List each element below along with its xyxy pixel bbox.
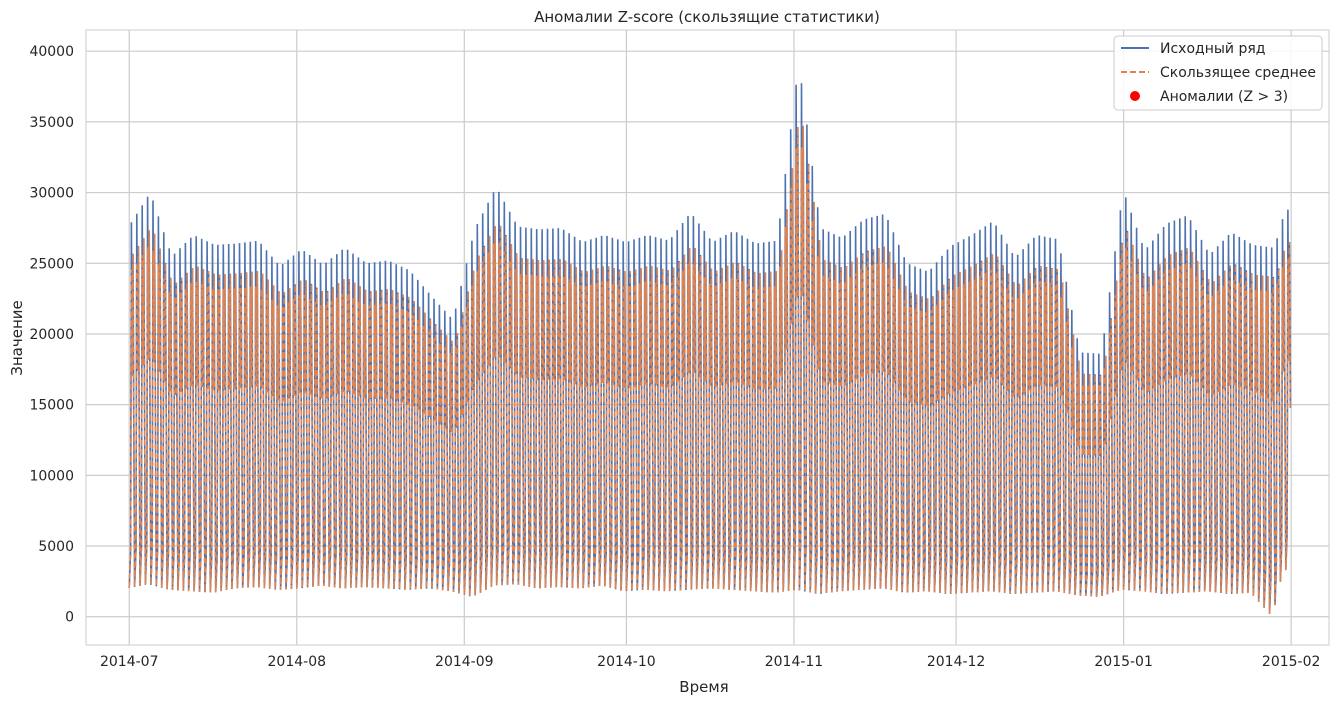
x-tick-label: 2015-01 — [1094, 654, 1153, 670]
x-tick-label: 2014-09 — [435, 654, 494, 670]
chart-title: Аномалии Z-score (скользящие статистики) — [534, 8, 880, 26]
series-line-rolling-mean — [128, 125, 1292, 614]
legend-label-rolling-mean: Скользящее среднее — [1160, 65, 1316, 81]
x-axis: 2014-07 2014-08 2014-09 2014-10 2014-11 2014-… — [100, 654, 1320, 670]
plot-frame — [85, 29, 1330, 646]
y-tick-label: 25000 — [29, 256, 74, 272]
x-axis-label: Время — [679, 678, 728, 696]
x-tick-label: 2014-11 — [765, 654, 824, 670]
y-tick-label: 30000 — [29, 186, 74, 202]
y-axis: 0 5000 10000 15000 20000 25000 30000 35000 40000 — [29, 44, 74, 626]
y-tick-label: 5000 — [38, 539, 74, 555]
legend-swatch-anomalies — [1130, 91, 1140, 101]
y-tick-label: 40000 — [29, 44, 74, 60]
x-tick-label: 2014-07 — [100, 654, 159, 670]
series-layer — [128, 83, 1292, 614]
y-axis-label: Значение — [8, 300, 26, 376]
y-tick-label: 0 — [65, 610, 74, 626]
legend-label-original: Исходный ряд — [1160, 41, 1265, 57]
x-tick-label: 2014-10 — [597, 654, 656, 670]
legend: Исходный ряд Скользящее среднее Аномалии… — [1113, 35, 1323, 111]
y-tick-label: 20000 — [29, 327, 74, 343]
y-tick-label: 35000 — [29, 115, 74, 131]
x-tick-label: 2014-12 — [927, 654, 986, 670]
x-tick-label: 2014-08 — [268, 654, 327, 670]
legend-box — [1113, 35, 1323, 111]
legend-label-anomalies: Аномалии (Z > 3) — [1160, 89, 1288, 105]
x-tick-label: 2015-02 — [1262, 654, 1321, 670]
y-tick-label: 10000 — [29, 468, 74, 484]
y-tick-label: 15000 — [29, 398, 74, 414]
